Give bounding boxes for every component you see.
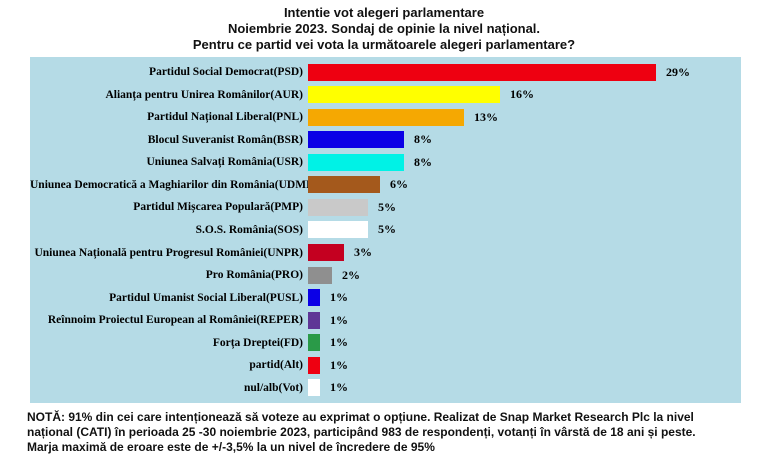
value-label: 6% bbox=[390, 177, 408, 192]
bar bbox=[308, 153, 404, 171]
value-label: 16% bbox=[510, 87, 534, 102]
bar-track: 5% bbox=[308, 198, 396, 216]
category-label: Reînnoim Proiectul European al României(… bbox=[47, 314, 303, 327]
bar bbox=[308, 379, 320, 397]
bar bbox=[308, 244, 344, 262]
value-label: 29% bbox=[666, 64, 690, 79]
value-label: 5% bbox=[378, 199, 396, 214]
chart-title-line2: Noiembrie 2023. Sondaj de opinie la nive… bbox=[227, 21, 541, 36]
chart-row: Forța Dreptei(FD) 1% bbox=[30, 334, 741, 352]
category-label: Uniunea Democratică a Maghiarilor din Ro… bbox=[30, 178, 319, 191]
category-label: Partidul Național Liberal(PNL) bbox=[147, 111, 303, 124]
chart-title: Intentie vot alegeri parlamentare Noiemb… bbox=[0, 5, 768, 53]
value-label: 2% bbox=[342, 267, 360, 282]
bar-track: 1% bbox=[308, 334, 348, 352]
chart-row: Alianța pentru Unirea Românilor(AUR) 16% bbox=[30, 86, 741, 104]
category-label: Blocul Suveranist Român(BSR) bbox=[147, 133, 303, 146]
bar bbox=[308, 266, 332, 284]
category-label: Forța Dreptei(FD) bbox=[212, 336, 303, 349]
value-label: 1% bbox=[330, 335, 348, 350]
chart-row: Partidul Social Democrat(PSD) 29% bbox=[30, 63, 741, 81]
value-label: 3% bbox=[354, 245, 372, 260]
footnote-line2: național (CATI) în perioada 25 -30 noiem… bbox=[27, 425, 696, 439]
bar-track: 13% bbox=[308, 108, 498, 126]
bar-track: 1% bbox=[308, 311, 348, 329]
chart-panel: Partidul Social Democrat(PSD) 29% Alianț… bbox=[30, 57, 741, 403]
footnote-line1: NOTĂ: 91% din cei care intenționează să … bbox=[27, 410, 694, 424]
bar bbox=[308, 176, 380, 194]
bar-track: 16% bbox=[308, 86, 534, 104]
value-label: 1% bbox=[330, 312, 348, 327]
category-label: Alianța pentru Unirea Românilor(AUR) bbox=[105, 88, 303, 101]
chart-row: Uniunea Națională pentru Progresul Român… bbox=[30, 244, 741, 262]
bar-track: 6% bbox=[308, 176, 408, 194]
bar bbox=[308, 221, 368, 239]
bar bbox=[308, 131, 404, 149]
category-label: Uniunea Salvați România(USR) bbox=[146, 156, 303, 169]
value-label: 1% bbox=[330, 357, 348, 372]
category-label: Partidul Umanist Social Liberal(PUSL) bbox=[109, 291, 303, 304]
chart-row: Uniunea Democratică a Maghiarilor din Ro… bbox=[30, 176, 741, 194]
category-label: Pro România(PRO) bbox=[205, 269, 303, 282]
category-label: Partidul Mișcarea Populară(PMP) bbox=[133, 201, 303, 214]
bar bbox=[308, 63, 656, 81]
footnote-line3: Marja maximă de eroare este de +/-3,5% l… bbox=[27, 440, 435, 454]
chart-row: Uniunea Salvați România(USR) 8% bbox=[30, 153, 741, 171]
bar-track: 5% bbox=[308, 221, 396, 239]
chart-row: S.O.S. România(SOS) 5% bbox=[30, 221, 741, 239]
bar-track: 8% bbox=[308, 131, 432, 149]
category-label: Uniunea Națională pentru Progresul Român… bbox=[34, 246, 303, 259]
bar bbox=[308, 198, 368, 216]
bar-track: 1% bbox=[308, 289, 348, 307]
bar-track: 2% bbox=[308, 266, 360, 284]
category-label: Partidul Social Democrat(PSD) bbox=[149, 66, 303, 79]
bar-track: 1% bbox=[308, 379, 348, 397]
chart-title-line1: Intentie vot alegeri parlamentare bbox=[283, 5, 485, 20]
bar bbox=[308, 334, 320, 352]
footnote: NOTĂ: 91% din cei care intenționează să … bbox=[27, 410, 767, 455]
bar bbox=[308, 86, 500, 104]
chart-row: Partidul Mișcarea Populară(PMP) 5% bbox=[30, 198, 741, 216]
value-label: 1% bbox=[330, 380, 348, 395]
category-label: S.O.S. România(SOS) bbox=[195, 223, 303, 236]
chart-row: nul/alb(Vot) 1% bbox=[30, 379, 741, 397]
value-label: 1% bbox=[330, 290, 348, 305]
chart-row: Partidul Umanist Social Liberal(PUSL) 1% bbox=[30, 289, 741, 307]
bar bbox=[308, 356, 320, 374]
category-label: partid(Alt) bbox=[249, 359, 303, 372]
chart-row: partid(Alt) 1% bbox=[30, 356, 741, 374]
chart-row: Blocul Suveranist Român(BSR) 8% bbox=[30, 131, 741, 149]
category-label: nul/alb(Vot) bbox=[243, 381, 303, 394]
bar bbox=[308, 289, 320, 307]
bar-track: 29% bbox=[308, 63, 690, 81]
value-label: 8% bbox=[414, 154, 432, 169]
chart-title-line3: Pentru ce partid vei vota la următoarele… bbox=[192, 37, 576, 52]
chart-row: Pro România(PRO) 2% bbox=[30, 266, 741, 284]
value-label: 8% bbox=[414, 132, 432, 147]
bar bbox=[308, 311, 320, 329]
bar-track: 3% bbox=[308, 244, 372, 262]
value-label: 13% bbox=[474, 109, 498, 124]
chart-row: Partidul Național Liberal(PNL) 13% bbox=[30, 108, 741, 126]
bar-track: 1% bbox=[308, 356, 348, 374]
chart-row: Reînnoim Proiectul European al României(… bbox=[30, 311, 741, 329]
bar bbox=[308, 108, 464, 126]
value-label: 5% bbox=[378, 222, 396, 237]
bar-track: 8% bbox=[308, 153, 432, 171]
